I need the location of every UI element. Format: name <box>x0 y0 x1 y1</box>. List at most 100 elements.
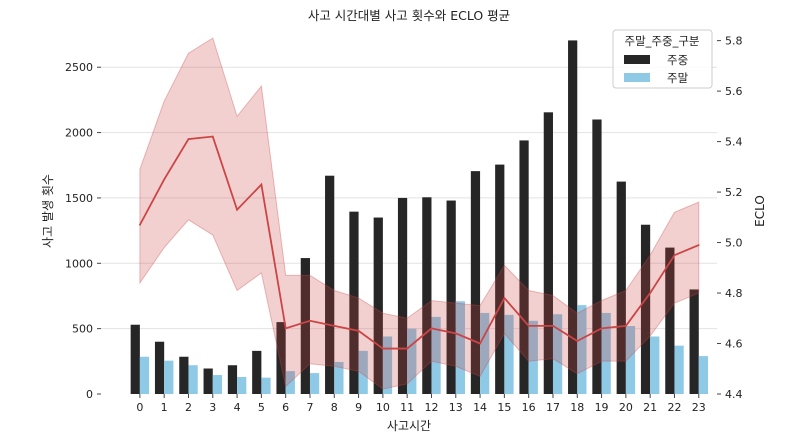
eclo-mean-line <box>139 135 700 350</box>
y2-tick-label-1: 4.6 <box>725 338 743 351</box>
x-tick-label-5: 5 <box>258 401 265 414</box>
bar-weekend-21 <box>650 336 660 394</box>
x-tick-label-12: 12 <box>424 401 438 414</box>
chart-title: 사고 시간대별 사고 횟수와 ECLO 평균 <box>308 8 510 23</box>
x-tick-label-19: 19 <box>595 401 609 414</box>
bar-weekday-9 <box>349 211 359 394</box>
bar-weekend-9 <box>358 350 368 394</box>
y-axis-title: 사고 발생 횟수 <box>41 174 55 248</box>
x-tick-label-2: 2 <box>185 401 192 414</box>
legend-label-weekend: 주말 <box>667 71 689 85</box>
bar-weekend-6 <box>285 371 295 394</box>
bar-weekend-10 <box>382 336 393 394</box>
bar-weekend-11 <box>407 328 417 394</box>
y2-tick-label-6: 5.6 <box>725 85 743 98</box>
bar-weekend-8 <box>334 361 344 394</box>
x-tick-label-9: 9 <box>355 401 362 414</box>
bar-weekend-14 <box>480 312 490 394</box>
x-tick-label-3: 3 <box>209 401 216 414</box>
bar-weekday-23 <box>689 289 699 394</box>
bar-weekday-15 <box>495 164 505 394</box>
eclo-point-21 <box>649 292 651 294</box>
bar-weekday-18 <box>568 40 578 395</box>
x-tick-label-23: 23 <box>692 401 706 414</box>
x-axis: 0 1 2 3 4 5 6 7 8 9 10 11 12 13 14 15 16 17 18 19 20 21 22 23 <box>136 394 706 414</box>
left-axis: 0 500 1000 1500 2000 2500 <box>65 61 101 401</box>
eclo-point-18 <box>576 340 579 342</box>
bar-weekend-16 <box>528 320 538 394</box>
eclo-point-14 <box>479 342 481 345</box>
right-axis: 4.4 4.6 4.8 5.0 5.2 5.4 5.6 5.8 <box>717 35 743 401</box>
bar-weekend-12 <box>431 316 441 394</box>
bar-weekday-8 <box>325 175 335 394</box>
eclo-point-12 <box>430 327 433 330</box>
bar-weekday-22 <box>665 247 675 394</box>
x-tick-label-14: 14 <box>473 401 487 414</box>
y-tick-label-5: 2500 <box>65 61 93 74</box>
eclo-point-4 <box>236 208 238 211</box>
bar-weekend-5 <box>261 377 271 394</box>
bar-weekday-17 <box>543 112 553 394</box>
y2-tick-label-7: 5.8 <box>725 35 743 48</box>
y2-tick-label-3: 5.0 <box>725 237 743 250</box>
bar-weekend-23 <box>698 356 709 394</box>
eclo-point-7 <box>309 320 311 322</box>
bar-weekend-18 <box>577 305 587 394</box>
y2-tick-label-4: 5.2 <box>725 186 743 199</box>
eclo-point-17 <box>552 325 554 327</box>
x-tick-label-13: 13 <box>449 401 463 414</box>
x-tick-label-22: 22 <box>667 401 681 414</box>
y-tick-label-4: 2000 <box>65 127 93 140</box>
y2-tick-label-0: 4.4 <box>725 388 743 401</box>
x-tick-label-16: 16 <box>522 401 536 414</box>
eclo-point-11 <box>406 347 408 350</box>
y-tick-label-3: 1500 <box>65 192 93 205</box>
x-tick-label-4: 4 <box>234 401 241 414</box>
legend-title: 주말_주중_구분 <box>625 34 700 48</box>
bar-weekday-14 <box>470 171 481 394</box>
bar-weekday-10 <box>373 217 383 394</box>
x-tick-label-11: 11 <box>400 401 414 414</box>
eclo-point-13 <box>454 332 457 335</box>
eclo-line <box>139 135 700 350</box>
bars <box>130 40 709 395</box>
confidence-band <box>139 37 700 390</box>
x-tick-label-6: 6 <box>282 401 289 414</box>
y-tick-label-0: 0 <box>86 388 93 401</box>
y-tick-label-2: 1000 <box>65 257 93 270</box>
bar-weekday-2 <box>179 356 189 394</box>
legend-label-weekday: 주중 <box>667 53 688 67</box>
x-tick-label-8: 8 <box>331 401 338 414</box>
bar-weekday-20 <box>616 181 626 394</box>
bar-weekend-17 <box>552 314 563 394</box>
bar-weekend-22 <box>674 345 684 394</box>
eclo-point-3 <box>211 135 214 138</box>
eclo-point-0 <box>139 224 141 226</box>
legend: 주말_주중_구분 주중 주말 <box>612 29 713 89</box>
bar-weekday-3 <box>203 368 213 394</box>
bar-weekend-2 <box>188 365 198 394</box>
grid <box>101 66 717 330</box>
y2-axis-title: ECLO <box>753 195 767 227</box>
bar-weekday-21 <box>640 224 651 394</box>
bar-weekday-19 <box>592 119 602 394</box>
eclo-point-5 <box>260 183 263 186</box>
bar-weekend-4 <box>237 377 247 394</box>
y2-tick-label-5: 5.4 <box>725 136 743 149</box>
y2-tick-label-2: 4.8 <box>725 287 743 300</box>
confidence-band-area <box>139 37 700 390</box>
eclo-point-23 <box>697 244 700 246</box>
eclo-point-9 <box>357 330 360 332</box>
bar-weekday-0 <box>130 324 140 394</box>
eclo-point-8 <box>333 325 336 327</box>
eclo-point-10 <box>382 347 384 350</box>
legend-swatch-weekday <box>624 55 650 64</box>
bar-weekend-19 <box>601 312 611 394</box>
y-tick-label-1: 500 <box>72 323 93 336</box>
x-tick-label-18: 18 <box>570 401 584 414</box>
bar-weekday-12 <box>422 197 432 394</box>
bar-weekend-0 <box>139 356 150 394</box>
bar-weekend-1 <box>164 360 174 394</box>
x-tick-label-0: 0 <box>136 401 143 414</box>
